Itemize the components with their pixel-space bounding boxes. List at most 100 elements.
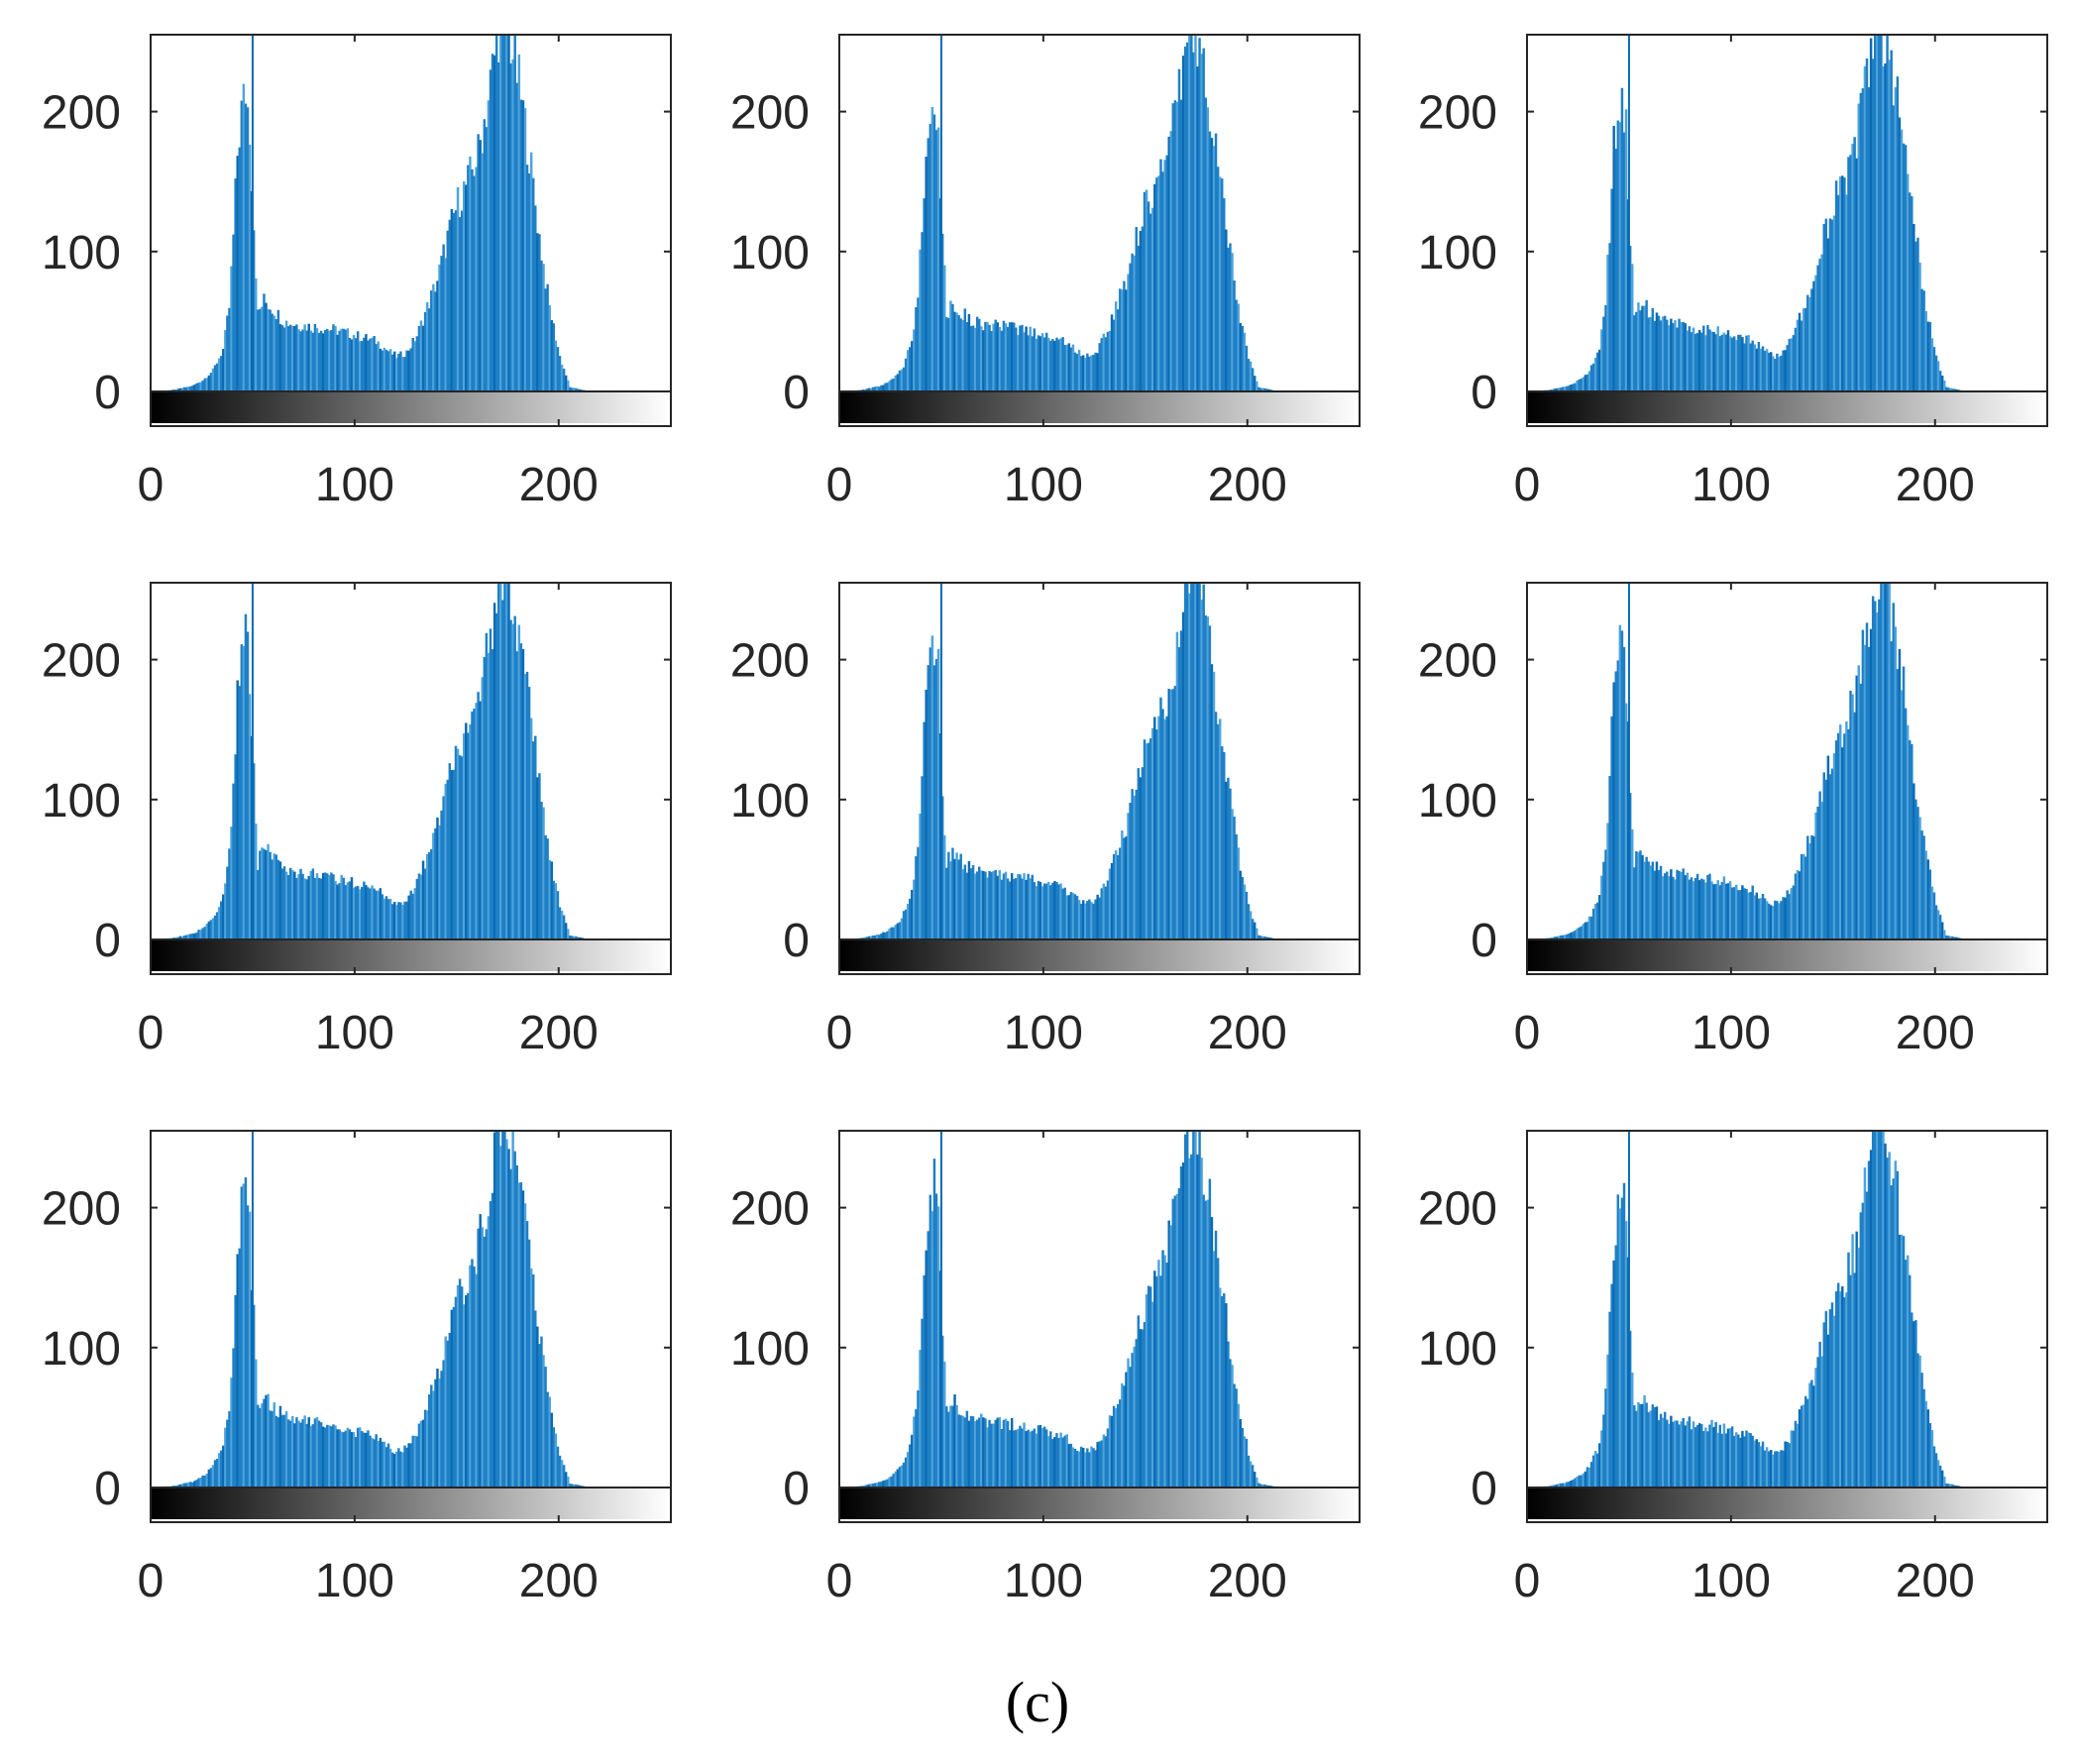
y-tick-label: 200: [730, 87, 810, 140]
histogram-bar: [1261, 936, 1264, 939]
histogram-bar: [888, 381, 891, 391]
histogram-bar: [1631, 828, 1634, 939]
histogram-bar: [1181, 1162, 1185, 1488]
histogram-bar: [923, 1274, 926, 1488]
histogram-bar: [1914, 241, 1917, 391]
histogram-bar: [540, 802, 543, 939]
histogram-bar: [929, 647, 932, 939]
histogram-bar: [1616, 660, 1620, 939]
histogram-bar: [1945, 1483, 1948, 1488]
histogram-bar: [1633, 867, 1636, 939]
histogram-bar: [1853, 137, 1856, 391]
histogram-bar: [560, 1460, 564, 1488]
histogram-bar: [1841, 175, 1844, 391]
histogram-bar: [483, 119, 487, 391]
histogram-bar: [448, 1332, 452, 1488]
histogram-bar: [558, 356, 562, 391]
histogram-bar: [1031, 336, 1034, 391]
histogram-bar: [1071, 892, 1075, 939]
histogram-bar: [898, 1467, 902, 1488]
histogram-bar: [1214, 1230, 1218, 1488]
histogram-bar: [906, 904, 910, 939]
histogram-bar: [240, 100, 244, 391]
histogram-bar: [953, 858, 956, 939]
histogram-bar: [509, 619, 512, 939]
histogram-bar: [994, 869, 997, 939]
histogram-bar: [913, 1416, 916, 1488]
histogram-bar: [1000, 1428, 1004, 1488]
histogram-bar: [1810, 834, 1813, 939]
histogram-bar: [1824, 779, 1828, 939]
histogram-bar: [450, 209, 454, 391]
histogram-bar: [1802, 308, 1805, 391]
histogram-bar: [471, 1259, 474, 1488]
histogram-bar: [1021, 878, 1024, 939]
histogram-bar: [1845, 721, 1848, 939]
histogram-bar: [276, 309, 280, 391]
histogram-bar: [395, 1451, 398, 1488]
histogram-bar: [865, 388, 869, 391]
histogram-bar: [1013, 1430, 1016, 1488]
histogram-bar: [273, 1402, 275, 1488]
histogram-bar: [523, 108, 527, 391]
histogram-bar: [252, 1304, 256, 1488]
histogram-bar: [1728, 336, 1732, 391]
histogram-bar: [1804, 856, 1807, 939]
histogram-bar: [1863, 644, 1867, 939]
histogram-bar: [348, 1429, 352, 1488]
histogram-bar: [1716, 1432, 1719, 1488]
histogram-bar: [1790, 338, 1794, 391]
y-tick-label: 200: [730, 635, 810, 688]
histogram-bar: [434, 827, 437, 939]
histogram-bar: [1796, 870, 1800, 939]
histogram-bar: [1666, 871, 1669, 939]
histogram-bar: [1802, 1404, 1805, 1488]
histogram-bar: [1221, 746, 1224, 939]
histogram-bar: [315, 328, 319, 391]
histogram-bar: [919, 249, 922, 391]
histogram-bar: [305, 1423, 308, 1488]
histogram-bar: [1647, 317, 1650, 391]
histogram-bar: [1622, 646, 1626, 939]
histogram-bar: [1604, 849, 1607, 939]
histogram-bar: [386, 351, 390, 391]
histogram-bar: [1743, 1436, 1746, 1488]
histogram-bar: [271, 1410, 273, 1488]
histogram-bar: [299, 868, 302, 939]
histogram-bar: [469, 1265, 472, 1488]
histogram-bar: [1029, 878, 1032, 939]
histogram-bar: [346, 1427, 350, 1488]
histogram-bar: [1555, 1484, 1559, 1488]
histogram-bar: [1800, 1405, 1803, 1488]
histogram-bar: [1169, 1225, 1172, 1488]
histogram-bar: [307, 323, 310, 391]
histogram-bar: [1670, 869, 1673, 939]
histogram-bar: [1551, 388, 1555, 391]
histogram-bar: [1229, 243, 1232, 391]
histogram-bar: [1256, 381, 1258, 391]
histogram-bar: [419, 874, 423, 939]
histogram-bar: [344, 885, 348, 939]
histogram-bar: [579, 388, 582, 391]
histogram-bar: [230, 827, 233, 939]
histogram-bar: [428, 1394, 431, 1488]
histogram-bar: [1772, 356, 1775, 391]
histogram-bar: [923, 721, 926, 939]
y-tick-label: 200: [1418, 635, 1497, 688]
histogram-bar: [1888, 1152, 1891, 1488]
histogram-bar: [375, 1434, 378, 1488]
histogram-bar: [305, 879, 308, 939]
histogram-bar: [902, 367, 906, 391]
histogram-bar: [529, 152, 533, 391]
histogram-bar: [1562, 935, 1565, 939]
histogram-bar: [303, 324, 306, 391]
histogram-bar: [471, 168, 474, 391]
histogram-bar: [957, 1414, 960, 1488]
histogram-bar: [185, 386, 188, 391]
histogram-bar: [195, 932, 198, 939]
histogram-bar: [336, 884, 339, 939]
histogram-bar: [1618, 1208, 1622, 1488]
histogram-bar: [1143, 1322, 1147, 1488]
histogram-bar: [1049, 340, 1052, 391]
histogram-bar: [259, 850, 262, 939]
